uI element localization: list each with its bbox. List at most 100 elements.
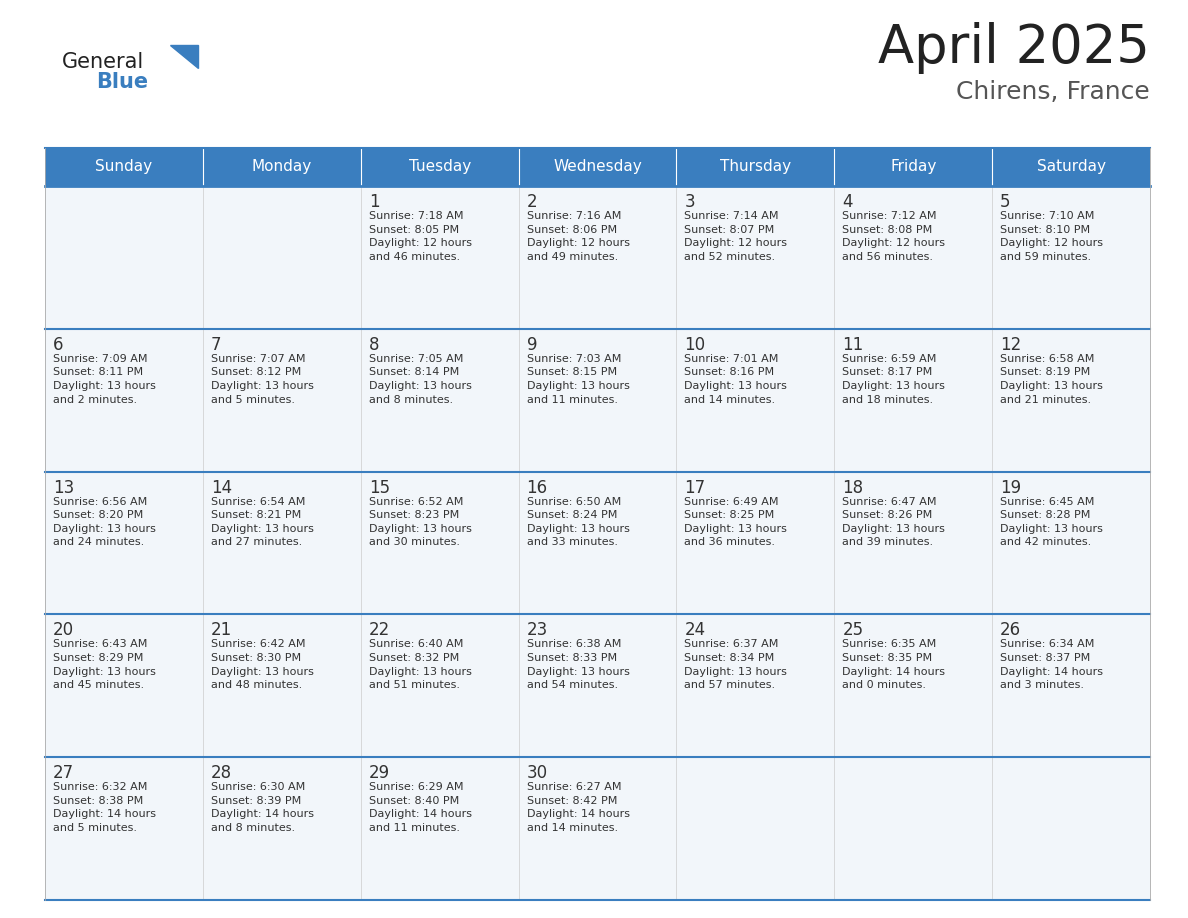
Text: General: General bbox=[62, 52, 144, 72]
Text: 6: 6 bbox=[53, 336, 63, 353]
Bar bbox=[519, 757, 676, 900]
Text: 8: 8 bbox=[368, 336, 379, 353]
Text: 23: 23 bbox=[526, 621, 548, 640]
Bar bbox=[361, 472, 519, 614]
Bar bbox=[519, 614, 676, 757]
Bar bbox=[45, 614, 203, 757]
Text: 14: 14 bbox=[210, 478, 232, 497]
Text: 30: 30 bbox=[526, 764, 548, 782]
Text: Friday: Friday bbox=[890, 160, 936, 174]
Text: Blue: Blue bbox=[96, 72, 148, 92]
Bar bbox=[203, 614, 361, 757]
Bar bbox=[992, 186, 1150, 329]
Bar bbox=[676, 186, 834, 329]
Text: Monday: Monday bbox=[252, 160, 312, 174]
Bar bbox=[992, 757, 1150, 900]
Text: 10: 10 bbox=[684, 336, 706, 353]
Text: Sunrise: 6:29 AM
Sunset: 8:40 PM
Daylight: 14 hours
and 11 minutes.: Sunrise: 6:29 AM Sunset: 8:40 PM Dayligh… bbox=[368, 782, 472, 833]
Text: Sunrise: 6:30 AM
Sunset: 8:39 PM
Daylight: 14 hours
and 8 minutes.: Sunrise: 6:30 AM Sunset: 8:39 PM Dayligh… bbox=[210, 782, 314, 833]
Text: Sunrise: 6:49 AM
Sunset: 8:25 PM
Daylight: 13 hours
and 36 minutes.: Sunrise: 6:49 AM Sunset: 8:25 PM Dayligh… bbox=[684, 497, 788, 547]
Text: Saturday: Saturday bbox=[1037, 160, 1106, 174]
Text: Sunrise: 6:27 AM
Sunset: 8:42 PM
Daylight: 14 hours
and 14 minutes.: Sunrise: 6:27 AM Sunset: 8:42 PM Dayligh… bbox=[526, 782, 630, 833]
Text: Thursday: Thursday bbox=[720, 160, 791, 174]
Text: Sunrise: 6:42 AM
Sunset: 8:30 PM
Daylight: 13 hours
and 48 minutes.: Sunrise: 6:42 AM Sunset: 8:30 PM Dayligh… bbox=[210, 640, 314, 690]
Text: Tuesday: Tuesday bbox=[409, 160, 470, 174]
Text: Sunrise: 6:52 AM
Sunset: 8:23 PM
Daylight: 13 hours
and 30 minutes.: Sunrise: 6:52 AM Sunset: 8:23 PM Dayligh… bbox=[368, 497, 472, 547]
Bar bbox=[519, 472, 676, 614]
Polygon shape bbox=[170, 45, 198, 68]
Bar bbox=[361, 148, 519, 186]
Text: 26: 26 bbox=[1000, 621, 1022, 640]
Text: Chirens, France: Chirens, France bbox=[956, 80, 1150, 104]
Text: Sunrise: 6:40 AM
Sunset: 8:32 PM
Daylight: 13 hours
and 51 minutes.: Sunrise: 6:40 AM Sunset: 8:32 PM Dayligh… bbox=[368, 640, 472, 690]
Text: Sunrise: 7:07 AM
Sunset: 8:12 PM
Daylight: 13 hours
and 5 minutes.: Sunrise: 7:07 AM Sunset: 8:12 PM Dayligh… bbox=[210, 353, 314, 405]
Text: 3: 3 bbox=[684, 193, 695, 211]
Bar bbox=[45, 329, 203, 472]
Text: 24: 24 bbox=[684, 621, 706, 640]
Bar bbox=[834, 186, 992, 329]
Text: 13: 13 bbox=[53, 478, 74, 497]
Text: Sunrise: 6:50 AM
Sunset: 8:24 PM
Daylight: 13 hours
and 33 minutes.: Sunrise: 6:50 AM Sunset: 8:24 PM Dayligh… bbox=[526, 497, 630, 547]
Bar bbox=[834, 329, 992, 472]
Text: Sunrise: 6:35 AM
Sunset: 8:35 PM
Daylight: 14 hours
and 0 minutes.: Sunrise: 6:35 AM Sunset: 8:35 PM Dayligh… bbox=[842, 640, 946, 690]
Text: Sunrise: 7:12 AM
Sunset: 8:08 PM
Daylight: 12 hours
and 56 minutes.: Sunrise: 7:12 AM Sunset: 8:08 PM Dayligh… bbox=[842, 211, 946, 262]
Bar bbox=[45, 186, 203, 329]
Text: Wednesday: Wednesday bbox=[554, 160, 642, 174]
Text: 25: 25 bbox=[842, 621, 864, 640]
Text: 16: 16 bbox=[526, 478, 548, 497]
Bar bbox=[992, 472, 1150, 614]
Bar bbox=[676, 472, 834, 614]
Text: Sunrise: 6:58 AM
Sunset: 8:19 PM
Daylight: 13 hours
and 21 minutes.: Sunrise: 6:58 AM Sunset: 8:19 PM Dayligh… bbox=[1000, 353, 1102, 405]
Text: 7: 7 bbox=[210, 336, 221, 353]
Text: Sunrise: 6:47 AM
Sunset: 8:26 PM
Daylight: 13 hours
and 39 minutes.: Sunrise: 6:47 AM Sunset: 8:26 PM Dayligh… bbox=[842, 497, 946, 547]
Text: Sunrise: 7:16 AM
Sunset: 8:06 PM
Daylight: 12 hours
and 49 minutes.: Sunrise: 7:16 AM Sunset: 8:06 PM Dayligh… bbox=[526, 211, 630, 262]
Text: 22: 22 bbox=[368, 621, 390, 640]
Bar bbox=[992, 614, 1150, 757]
Text: April 2025: April 2025 bbox=[878, 22, 1150, 74]
Text: Sunrise: 7:03 AM
Sunset: 8:15 PM
Daylight: 13 hours
and 11 minutes.: Sunrise: 7:03 AM Sunset: 8:15 PM Dayligh… bbox=[526, 353, 630, 405]
Text: 17: 17 bbox=[684, 478, 706, 497]
Bar bbox=[45, 472, 203, 614]
Bar bbox=[361, 329, 519, 472]
Text: Sunrise: 7:18 AM
Sunset: 8:05 PM
Daylight: 12 hours
and 46 minutes.: Sunrise: 7:18 AM Sunset: 8:05 PM Dayligh… bbox=[368, 211, 472, 262]
Text: 29: 29 bbox=[368, 764, 390, 782]
Bar bbox=[834, 148, 992, 186]
Text: Sunrise: 6:56 AM
Sunset: 8:20 PM
Daylight: 13 hours
and 24 minutes.: Sunrise: 6:56 AM Sunset: 8:20 PM Dayligh… bbox=[53, 497, 156, 547]
Bar bbox=[203, 329, 361, 472]
Text: Sunday: Sunday bbox=[95, 160, 152, 174]
Text: Sunrise: 6:32 AM
Sunset: 8:38 PM
Daylight: 14 hours
and 5 minutes.: Sunrise: 6:32 AM Sunset: 8:38 PM Dayligh… bbox=[53, 782, 156, 833]
Bar bbox=[203, 148, 361, 186]
Bar bbox=[203, 757, 361, 900]
Bar bbox=[361, 186, 519, 329]
Bar bbox=[676, 148, 834, 186]
Text: Sunrise: 7:14 AM
Sunset: 8:07 PM
Daylight: 12 hours
and 52 minutes.: Sunrise: 7:14 AM Sunset: 8:07 PM Dayligh… bbox=[684, 211, 788, 262]
Text: Sunrise: 6:59 AM
Sunset: 8:17 PM
Daylight: 13 hours
and 18 minutes.: Sunrise: 6:59 AM Sunset: 8:17 PM Dayligh… bbox=[842, 353, 946, 405]
Text: 9: 9 bbox=[526, 336, 537, 353]
Text: Sunrise: 6:54 AM
Sunset: 8:21 PM
Daylight: 13 hours
and 27 minutes.: Sunrise: 6:54 AM Sunset: 8:21 PM Dayligh… bbox=[210, 497, 314, 547]
Text: Sunrise: 6:43 AM
Sunset: 8:29 PM
Daylight: 13 hours
and 45 minutes.: Sunrise: 6:43 AM Sunset: 8:29 PM Dayligh… bbox=[53, 640, 156, 690]
Text: 28: 28 bbox=[210, 764, 232, 782]
Bar bbox=[45, 148, 203, 186]
Bar bbox=[45, 757, 203, 900]
Text: Sunrise: 6:37 AM
Sunset: 8:34 PM
Daylight: 13 hours
and 57 minutes.: Sunrise: 6:37 AM Sunset: 8:34 PM Dayligh… bbox=[684, 640, 788, 690]
Bar bbox=[519, 148, 676, 186]
Bar bbox=[361, 614, 519, 757]
Bar bbox=[519, 329, 676, 472]
Text: 27: 27 bbox=[53, 764, 74, 782]
Bar bbox=[992, 148, 1150, 186]
Bar bbox=[992, 329, 1150, 472]
Bar bbox=[676, 757, 834, 900]
Bar bbox=[834, 472, 992, 614]
Bar bbox=[203, 186, 361, 329]
Text: 15: 15 bbox=[368, 478, 390, 497]
Text: 20: 20 bbox=[53, 621, 74, 640]
Text: Sunrise: 7:10 AM
Sunset: 8:10 PM
Daylight: 12 hours
and 59 minutes.: Sunrise: 7:10 AM Sunset: 8:10 PM Dayligh… bbox=[1000, 211, 1104, 262]
Text: Sunrise: 6:38 AM
Sunset: 8:33 PM
Daylight: 13 hours
and 54 minutes.: Sunrise: 6:38 AM Sunset: 8:33 PM Dayligh… bbox=[526, 640, 630, 690]
Text: 1: 1 bbox=[368, 193, 379, 211]
Text: 12: 12 bbox=[1000, 336, 1022, 353]
Bar bbox=[203, 472, 361, 614]
Text: 4: 4 bbox=[842, 193, 853, 211]
Text: Sunrise: 7:09 AM
Sunset: 8:11 PM
Daylight: 13 hours
and 2 minutes.: Sunrise: 7:09 AM Sunset: 8:11 PM Dayligh… bbox=[53, 353, 156, 405]
Bar bbox=[519, 186, 676, 329]
Bar bbox=[834, 757, 992, 900]
